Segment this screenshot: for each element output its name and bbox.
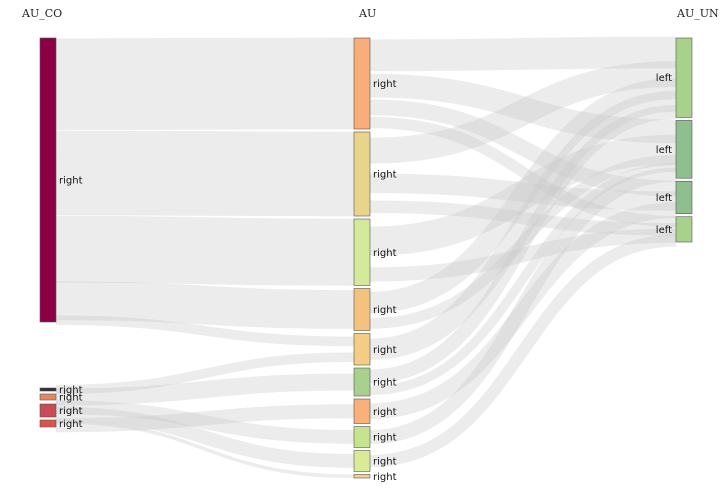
sankey-links: [55, 36, 677, 478]
column-title-au: AU: [358, 7, 376, 20]
node-usa[interactable]: [39, 37, 57, 323]
node-label-memphis: left: [656, 145, 672, 156]
link-gupta-sharjah: [369, 228, 677, 282]
link-gupta-memphis: [369, 134, 677, 256]
node-label-cmu: left: [656, 73, 672, 84]
link-brazil-jancarik: [55, 400, 355, 444]
link-xing-memphis: [369, 73, 677, 144]
link-usa-xing: [55, 37, 355, 130]
node-intel[interactable]: [675, 180, 693, 215]
link-xing-cmu: [369, 36, 677, 72]
node-jancarik[interactable]: [353, 426, 371, 448]
node-dos[interactable]: [353, 131, 371, 217]
node-china[interactable]: [39, 387, 57, 392]
column-titles: AU_CO AU AU_UN: [21, 7, 719, 20]
link-usa-gupta: [55, 215, 355, 286]
node-memphis[interactable]: [675, 120, 693, 179]
node-label-dos: right: [373, 170, 397, 181]
node-label-heffernan: right: [373, 457, 397, 468]
link-portugal-feng: [55, 420, 355, 478]
sankey-nodes: rightrightrightrightrightrightrightright…: [39, 37, 693, 483]
node-brazil[interactable]: [39, 403, 57, 418]
node-label-portugal: right: [59, 419, 83, 430]
node-sharjah[interactable]: [675, 216, 693, 243]
node-label-aleven: right: [373, 345, 397, 356]
node-uk[interactable]: [39, 393, 57, 401]
node-xing[interactable]: [353, 37, 371, 130]
link-xing-intel: [369, 99, 677, 197]
node-label-feng: right: [373, 472, 397, 483]
node-label-china: right: [59, 385, 83, 396]
link-ritter-memphis: [369, 154, 677, 329]
link-heffernan-sharjah: [369, 234, 677, 468]
link-koedinger-memphis: [369, 162, 677, 396]
node-feng[interactable]: [353, 474, 371, 479]
node-label-xing: right: [373, 79, 397, 90]
node-label-ritter: right: [373, 305, 397, 316]
node-ritter[interactable]: [353, 288, 371, 331]
link-jancarik-memphis: [369, 167, 677, 445]
link-china-aleven: [55, 352, 355, 395]
link-aleven-cmu: [369, 90, 677, 360]
node-label-sharjah: left: [656, 225, 672, 236]
link-brazil-heffernan: [55, 406, 355, 468]
node-gupta[interactable]: [353, 218, 371, 286]
link-dos-cmu: [369, 61, 677, 164]
node-label-koedinger: right: [373, 378, 397, 389]
link-lic-intel: [369, 202, 677, 420]
node-lic[interactable]: [353, 398, 371, 424]
link-dos-sharjah: [369, 200, 677, 236]
link-portugal-lic: [55, 404, 355, 433]
link-dos-intel: [369, 173, 677, 211]
node-label-usa: right: [59, 176, 83, 187]
link-ritter-cmu: [369, 77, 677, 314]
node-label-intel: left: [656, 193, 672, 204]
node-koedinger[interactable]: [353, 367, 371, 397]
link-usa-dos: [55, 130, 355, 217]
node-label-brazil: right: [59, 406, 83, 417]
node-label-gupta: right: [373, 248, 397, 259]
link-usa-ritter: [55, 281, 355, 329]
node-heffernan[interactable]: [353, 450, 371, 472]
link-usa-aleven: [55, 315, 355, 347]
node-label-jancarik: right: [373, 433, 397, 444]
link-koedinger-cmu: [369, 105, 677, 384]
node-aleven[interactable]: [353, 333, 371, 366]
link-uk-koedinger: [55, 373, 355, 406]
node-cmu[interactable]: [675, 37, 693, 118]
node-portugal[interactable]: [39, 419, 57, 428]
link-xing-sharjah: [369, 116, 677, 228]
column-title-au-un: AU_UN: [676, 7, 719, 20]
node-label-uk: right: [59, 393, 83, 404]
column-title-au-co: AU_CO: [21, 7, 62, 20]
node-label-lic: right: [373, 407, 397, 418]
